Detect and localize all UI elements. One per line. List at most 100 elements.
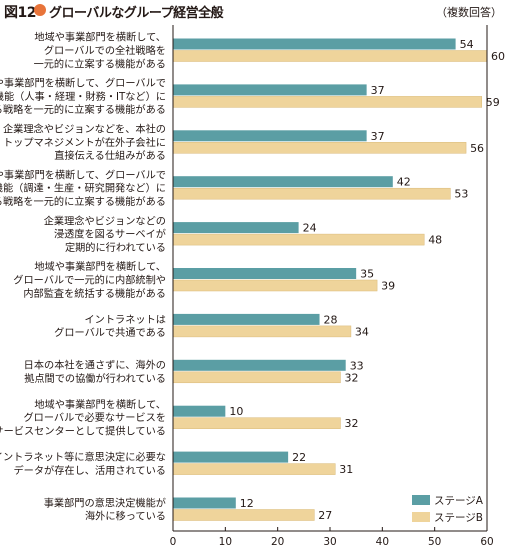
data-label: 28 [324,313,338,326]
category-group: 地域や事業部門を横断して、グローバルで一元的に内部統制や内部監査を統括する機能が… [13,260,395,300]
data-label: 54 [460,38,474,51]
category-group: イントラネット等に意思決定に必要なデータが存在し、活用されている 22 31 [0,450,353,476]
data-label: 10 [229,405,243,418]
bar-stage-b [172,187,451,200]
category-label-line: 直接伝える仕組みがある [54,149,166,162]
data-label: 48 [428,234,442,247]
category-label-line: グローバルでの全社戦略を [44,44,166,57]
bar-stage-b [172,463,336,475]
legend-swatch-stage-a [412,495,430,505]
category-label-line: 内部監査を統括する機能がある [23,287,166,300]
category-label: 地域や事業部門を横断して、グローバルでの全社戦略を一元的に立案する機能がある [34,31,166,71]
bar-stage-a [173,359,346,371]
data-label: 59 [486,96,500,109]
category-label-line: グローバルで一元的に内部統制や [13,274,166,287]
x-tick-label: 30 [323,536,336,548]
category-label-line: 関する戦略を一元的に立案する機能がある [0,103,166,116]
data-label: 60 [491,50,505,63]
bar-stage-a [173,176,393,188]
category-label-line: 定期的に行われている [65,241,166,254]
category-group: 企業理念やビジョンなどの浸透度を図るサーベイが定期的に行われている 24 48 [44,214,442,254]
category-label-line: 事業部門の意思決定機能が [44,496,166,509]
bar-stage-a [173,130,367,142]
category-label: 地域や事業部門を横断して、グローバルで必要な機能（調達・生産・研究開発など）に関… [0,168,166,208]
category-group: 企業理念やビジョンなどを、本社のトップマネジメントが在外子会社に直接伝える仕組み… [3,123,484,163]
data-label: 22 [292,451,306,464]
title-dot-icon [34,4,46,16]
bar-stage-a [173,451,289,463]
category-label-line: 拠点間での協働が行われている [24,372,166,385]
legend-label: ステージA [434,495,484,507]
data-label: 42 [397,176,411,189]
data-label: 53 [454,188,468,201]
bar-stage-a [173,222,299,234]
category-label-line: 日本の本社を通さずに、海外の [24,359,166,372]
category-label-line: 企業理念やビジョンなどの [44,214,166,227]
category-label: 企業理念やビジョンなどの浸透度を図るサーベイが定期的に行われている [44,214,166,254]
x-tick-label: 20 [271,536,284,548]
category-label: 企業理念やビジョンなどを、本社のトップマネジメントが在外子会社に直接伝える仕組み… [3,123,166,163]
data-label: 39 [381,280,395,293]
category-group: 事業部門の意思決定機能が海外に移っている 12 27 [44,496,333,522]
data-label: 34 [355,325,369,338]
category-label: 事業部門の意思決定機能が海外に移っている [44,496,166,522]
category-label: 日本の本社を通さずに、海外の拠点間での協働が行われている [24,359,166,385]
category-label: 地域や事業部門を横断して、グローバルで必要なサービスをシェアードサービスセンター… [0,398,166,438]
bar-stage-b [172,142,467,154]
data-label: 37 [371,84,385,97]
bar-stage-a [173,405,226,417]
category-label-line: 地域や事業部門を横断して、グローバルで [0,77,166,90]
category-label-line: 必要な機能（調達・生産・研究開発など）に [0,182,166,195]
bar-stage-b [172,509,315,521]
legend: ステージA ステージB [412,495,484,524]
category-label-line: 地域や事業部門を横断して、 [34,398,166,411]
x-tick-label: 50 [428,536,441,548]
bar-stage-b [172,50,488,62]
category-label-line: グローバルで共通である [54,326,166,339]
bar-stage-a [173,313,320,325]
x-tick-label: 60 [480,536,493,548]
category-group: 地域や事業部門を横断して、グローバルで必要な機能（調達・生産・研究開発など）に関… [0,168,468,208]
legend-label: ステージB [434,512,483,524]
bar-stage-b [172,233,425,246]
category-label-line: 一元的に立案する機能がある [34,57,166,70]
category-label-line: データが存在し、活用されている [13,464,166,477]
category-label-line: 必要な間接機能（人事・経理・財務・ITなど）に [0,90,166,103]
category-label-line: シェアードサービスセンターとして提供している [0,425,166,438]
category-group: 地域や事業部門を横断して、グローバルで必要な間接機能（人事・経理・財務・ITなど… [0,77,500,117]
category-label-line: イントラネットは [85,314,167,326]
data-label: 32 [344,371,358,384]
category-label-line: 地域や事業部門を横断して、 [34,260,166,273]
figure-header: 図12 グローバルなグループ経営全般 （複数回答） [0,0,514,26]
bar-stage-b [172,96,483,108]
x-tick-label: 0 [170,536,177,548]
category-label-line: 企業理念やビジョンなどを、本社の [3,123,166,136]
bar-stage-b [172,279,378,292]
bar-stage-b [172,417,341,429]
data-label: 35 [360,268,374,281]
x-tick-label: 10 [219,536,232,548]
bar-stage-a [173,38,456,50]
x-tick-label: 40 [376,536,389,548]
category-label-line: 海外に移っている [85,510,166,523]
category-group: 地域や事業部門を横断して、グローバルでの全社戦略を一元的に立案する機能がある 54… [34,31,505,71]
data-label: 33 [350,359,364,372]
category-label-line: 地域や事業部門を横断して、グローバルで [0,168,166,181]
bar-stage-a [173,84,367,96]
data-label: 31 [339,463,353,476]
data-label: 32 [344,417,358,430]
category-label-line: 浸透度を図るサーベイが [54,228,166,241]
category-group: イントラネットはグローバルで共通である 28 34 [54,313,369,339]
category-label: イントラネット等に意思決定に必要なデータが存在し、活用されている [0,450,166,476]
data-label: 37 [371,130,385,143]
category-label-line: トップマネジメントが在外子会社に [3,136,166,149]
data-label: 12 [240,497,254,510]
figure-title: グローバルなグループ経営全般 [49,6,224,21]
category-group: 地域や事業部門を横断して、グローバルで必要なサービスをシェアードサービスセンター… [0,398,358,438]
data-label: 27 [318,509,332,522]
category-label-line: 地域や事業部門を横断して、 [34,31,166,44]
category-label-line: グローバルで必要なサービスを [23,411,166,424]
category-label: 地域や事業部門を横断して、グローバルで必要な間接機能（人事・経理・財務・ITなど… [0,77,166,117]
